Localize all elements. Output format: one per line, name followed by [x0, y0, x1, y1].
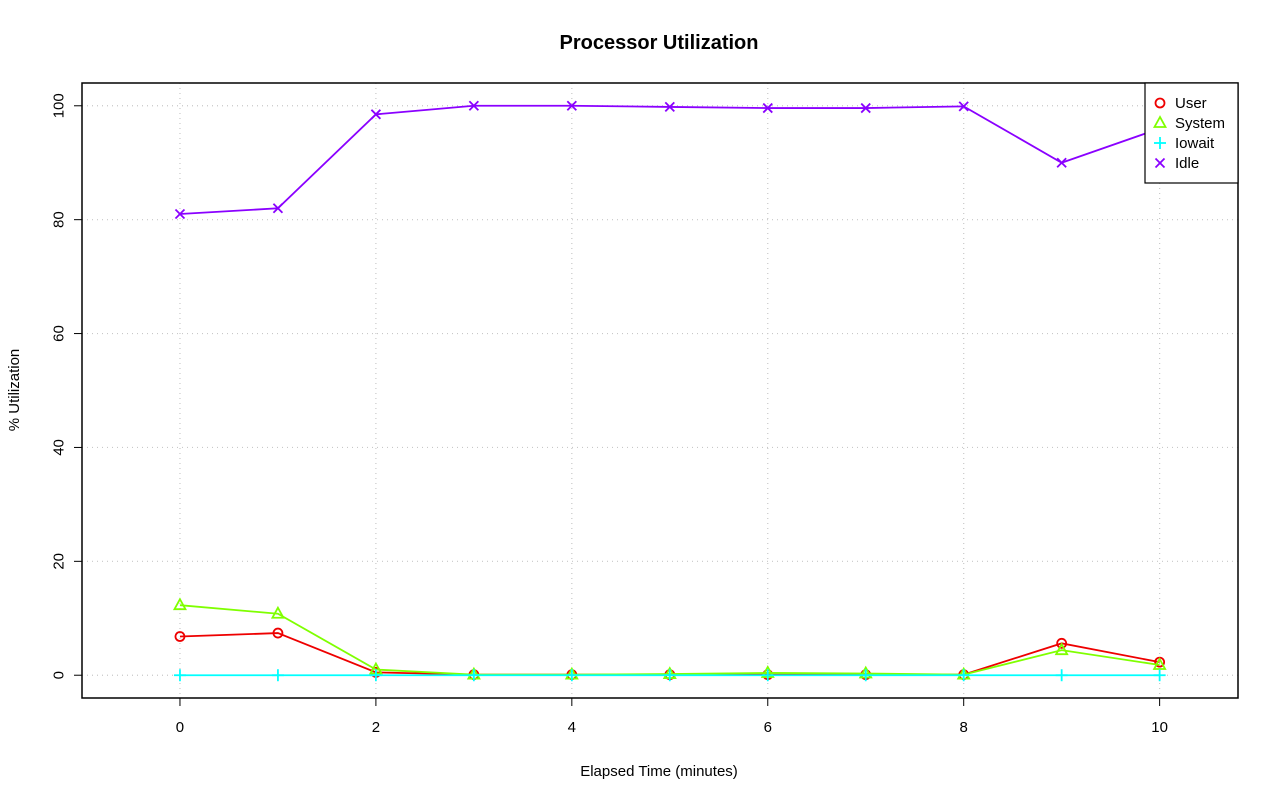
- triangle-marker: [1152, 657, 1167, 670]
- data-point-idle: [958, 101, 969, 112]
- series-line-idle: [179, 104, 1160, 215]
- cross-marker-b: [1056, 157, 1067, 168]
- y-tick-label: 40: [51, 439, 68, 456]
- cross-marker-b: [762, 102, 773, 114]
- y-tick-label: 0: [51, 671, 68, 679]
- circle-marker: [272, 627, 284, 639]
- data-point-iowait: [271, 669, 284, 682]
- data-point-system: [1152, 657, 1167, 670]
- cross-marker-b: [370, 109, 382, 120]
- legend-label-iowait: Iowait: [1175, 135, 1215, 152]
- legend-marker-iowait: [1154, 137, 1166, 149]
- cross-marker-b: [958, 101, 969, 112]
- data-point-iowait: [957, 669, 970, 682]
- data-point-idle: [1056, 157, 1067, 168]
- y-tick-label: 100: [51, 93, 68, 118]
- triangle-marker: [1152, 115, 1168, 128]
- data-point-system: [172, 597, 187, 611]
- data-point-idle: [468, 100, 480, 111]
- legend-marker-user: [1154, 97, 1166, 109]
- legend-box: [1144, 82, 1239, 184]
- cross-marker-b: [860, 102, 871, 114]
- data-point-idle: [566, 100, 577, 111]
- legend-marker-system: [1152, 115, 1168, 128]
- data-point-iowait: [663, 669, 676, 682]
- series-line-system: [179, 604, 1160, 676]
- data-point-idle: [174, 208, 186, 220]
- x-axis-label: Elapsed Time (minutes): [580, 763, 738, 780]
- cross-marker-b: [174, 208, 186, 220]
- data-point-user: [1056, 637, 1068, 649]
- x-tick-label: 6: [764, 719, 772, 736]
- data-point-iowait: [1055, 669, 1068, 682]
- data-point-user: [174, 631, 186, 642]
- data-point-iowait: [173, 669, 186, 682]
- data-point-iowait: [369, 669, 382, 682]
- series-layer: [172, 100, 1167, 682]
- y-tick-label: 80: [51, 211, 68, 228]
- data-point-idle: [272, 203, 284, 214]
- data-point-idle: [860, 102, 871, 114]
- data-point-idle: [370, 109, 382, 120]
- y-tick-label: 60: [51, 325, 68, 342]
- x-tick-label: 10: [1151, 719, 1168, 736]
- legend: User System Iowait Idle: [1144, 82, 1239, 184]
- cross-marker-b: [468, 100, 480, 111]
- legend-marker-idle: [1154, 157, 1166, 169]
- data-point-system: [1054, 642, 1069, 656]
- legend-label-user: User: [1175, 95, 1207, 112]
- circle-marker: [1056, 637, 1068, 649]
- legend-label-idle: Idle: [1175, 155, 1199, 172]
- data-point-idle: [664, 101, 675, 113]
- x-tick-label: 8: [960, 719, 968, 736]
- cross-marker-b: [272, 203, 284, 214]
- data-point-iowait: [859, 669, 872, 682]
- data-point-iowait: [761, 669, 774, 682]
- chart-title: Processor Utilization: [560, 32, 759, 54]
- y-axis: 0 20 40 60 80 100: [51, 93, 83, 679]
- legend-label-system: System: [1175, 115, 1225, 132]
- data-point-iowait: [467, 669, 480, 682]
- cross-marker-b: [664, 101, 675, 113]
- data-point-system: [270, 605, 285, 619]
- data-point-iowait: [1153, 669, 1166, 682]
- plot-frame: [81, 82, 1239, 699]
- y-axis-label: % Utilization: [6, 349, 23, 432]
- triangle-marker: [172, 597, 187, 611]
- x-tick-label: 4: [568, 719, 576, 736]
- x-axis: 0 2 4 6 8 10: [176, 697, 1168, 736]
- cross-marker-b: [1154, 157, 1166, 169]
- grid-lines: [82, 83, 1238, 698]
- x-tick-label: 0: [176, 719, 184, 736]
- x-tick-label: 2: [372, 719, 380, 736]
- circle-marker: [1154, 97, 1166, 109]
- y-tick-label: 20: [51, 553, 68, 570]
- cross-marker-b: [566, 100, 577, 111]
- triangle-marker: [1054, 642, 1069, 656]
- data-point-idle: [762, 102, 773, 114]
- data-point-user: [272, 627, 284, 639]
- triangle-marker: [270, 605, 285, 619]
- circle-marker: [174, 631, 186, 642]
- data-point-iowait: [565, 669, 578, 682]
